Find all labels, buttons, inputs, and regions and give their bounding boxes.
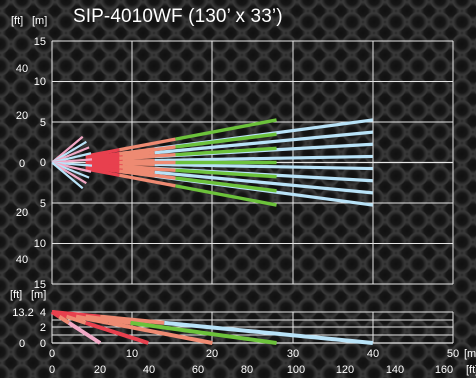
- side-beam-0-part-2: [164, 320, 373, 345]
- side-beam-0-part-1: [99, 314, 165, 325]
- mid-beam-6-part-2: [175, 184, 277, 207]
- x-m-tick-30: 30: [287, 348, 299, 360]
- x-ft-tick-20: 20: [94, 364, 106, 376]
- mid-beam-4-part-1: [119, 165, 176, 172]
- x-m-tick-20: 20: [206, 348, 218, 360]
- x-m-tick-40: 40: [367, 348, 379, 360]
- side-m-tick-4: 4: [40, 307, 46, 319]
- top-view-beams: [51, 118, 374, 207]
- mid-beam-1-part-0: [85, 152, 120, 160]
- diagram-title: SIP-4010WF (130’ x 33’): [73, 6, 283, 27]
- side-beam-3-part-1: [65, 314, 87, 325]
- x-m-tick-0: 0: [49, 348, 55, 360]
- x-m-tick-50: 50: [447, 348, 459, 360]
- x-ft-tick-140: 140: [386, 364, 404, 376]
- far-beam-6-part-1: [122, 167, 155, 174]
- m-tick-15-top: 15: [34, 36, 46, 48]
- x-ft-tick-60: 60: [192, 364, 204, 376]
- side-beam-3-part-2: [85, 320, 149, 345]
- m-tick-15-bottom: 15: [34, 279, 46, 291]
- top-unit-m: [m]: [32, 15, 47, 27]
- x-ft-tick-100: 100: [287, 364, 305, 376]
- side-m-tick-0: 0: [40, 338, 46, 350]
- x-m-unit: [m]: [464, 348, 476, 360]
- top-view-axis-labels: [ft] [m] 15 10 5 0 5 10 15 40 20 0 20 40: [11, 15, 47, 291]
- mid-beam-2-part-2: [175, 146, 277, 157]
- far-beam-1-part-1: [122, 151, 155, 158]
- near-beam-9: [51, 161, 84, 190]
- side-beam-4-part-0: [50, 310, 61, 319]
- mid-beam-5-part-0: [85, 165, 120, 173]
- x-axis-labels: 0 10 20 30 40 50 [m] 0 20 40 60 80 100 1…: [49, 348, 476, 376]
- mid-beam-6-part-0: [85, 167, 120, 177]
- side-beam-2-part-2: [107, 320, 213, 345]
- x-m-tick-10: 10: [126, 348, 138, 360]
- side-unit-ft: [ft]: [10, 289, 22, 301]
- side-ft-tick-13: 13.2: [12, 307, 33, 319]
- mid-beam-0-part-0: [85, 148, 120, 158]
- mid-beam-2-part-1: [119, 153, 176, 160]
- top-unit-ft: [ft]: [11, 15, 23, 27]
- side-unit-m: [m]: [31, 289, 46, 301]
- side-view-grid: [51, 311, 454, 344]
- side-beam-2-part-1: [75, 314, 109, 325]
- mid-beam-0-part-1: [119, 137, 176, 152]
- m-tick-10-bottom: 10: [34, 238, 46, 250]
- far-beam-4-part-2: [154, 162, 373, 171]
- ft-tick-0: 0: [19, 158, 25, 170]
- side-beam-1-part-1: [85, 314, 131, 325]
- mid-beam-5-part-1: [119, 169, 176, 180]
- ft-tick-20-top: 20: [16, 110, 28, 122]
- side-ft-tick-0: 0: [19, 338, 25, 350]
- far-beam-1-part-2: [154, 130, 373, 155]
- m-tick-5-bottom: 5: [40, 198, 46, 210]
- far-beam-6-part-2: [154, 170, 373, 195]
- mid-beam-1-part-2: [175, 132, 277, 149]
- mid-beam-5-part-2: [175, 176, 277, 193]
- m-tick-10-top: 10: [34, 76, 46, 88]
- side-m-tick-2: 2: [40, 322, 46, 334]
- x-ft-tick-0: 0: [49, 364, 55, 376]
- x-ft-tick-80: 80: [241, 364, 253, 376]
- side-beam-4-part-1: [58, 314, 70, 325]
- mid-beam-4-part-2: [175, 168, 277, 179]
- mid-beam-1-part-1: [119, 145, 176, 156]
- side-beam-1-part-2: [130, 320, 277, 345]
- ft-tick-20-bottom: 20: [16, 207, 28, 219]
- side-beam-4-part-2: [67, 321, 102, 345]
- m-tick-0: 0: [40, 157, 46, 169]
- x-ft-tick-40: 40: [143, 364, 155, 376]
- m-tick-5-top: 5: [40, 117, 46, 129]
- mid-beam-6-part-1: [119, 173, 176, 188]
- far-beam-3-part-2: [154, 154, 373, 163]
- mid-beam-0-part-2: [175, 118, 277, 141]
- x-ft-tick-160: 160: [435, 364, 453, 376]
- x-ft-unit: [ft]: [466, 364, 476, 376]
- ft-tick-40-top: 40: [16, 63, 28, 75]
- ft-tick-40-bottom: 40: [16, 254, 28, 266]
- side-view-beams: [50, 310, 373, 345]
- x-ft-tick-120: 120: [336, 364, 354, 376]
- side-view-axis-labels: [ft] [m] 4 2 0 13.2 0: [10, 289, 46, 350]
